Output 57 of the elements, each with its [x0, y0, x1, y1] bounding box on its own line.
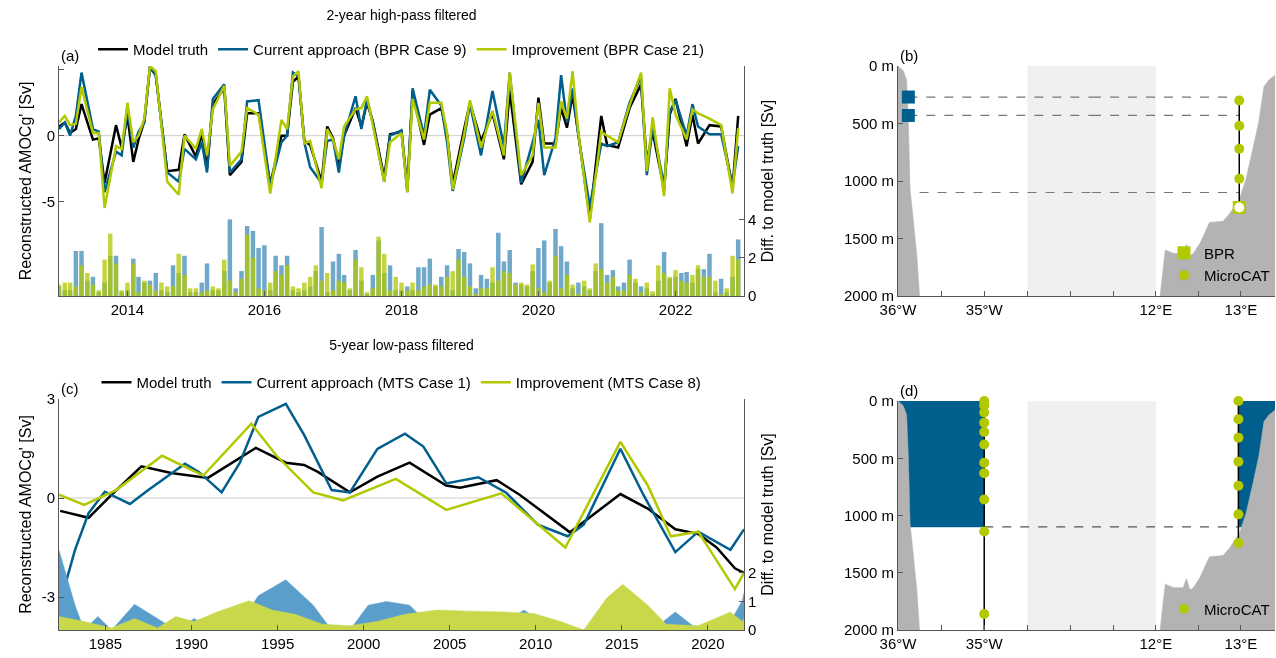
x-tick-label: 13°E [1224, 635, 1258, 652]
y-tick-label: 1500 m [843, 229, 894, 247]
y2-tick-label: 0 [748, 287, 757, 305]
x-tick-label: 1990 [174, 635, 209, 652]
text: BPR [1204, 244, 1236, 262]
y2-tick-label: 2 [748, 564, 757, 582]
x-tick-label: 12°E [1139, 301, 1173, 318]
y-tick-label: 0 m [868, 392, 894, 410]
x-tick-label: 2015 [605, 635, 639, 652]
y-axis-title: Reconstructed AMOCg' [Sv] [16, 415, 34, 614]
x-tick-label: 2020 [521, 301, 556, 318]
y-tick-label: 500 m [852, 114, 894, 132]
y-axis-title: Reconstructed AMOCg' [Sv] [16, 81, 34, 281]
x-tick-label: 2020 [691, 635, 725, 652]
y-tick-label: 500 m [852, 449, 894, 467]
text: (c) [61, 380, 79, 397]
y-tick-label: 0 [46, 126, 55, 144]
x-tick-label: 2005 [433, 635, 467, 652]
y-tick-label: -5 [41, 192, 55, 210]
text: (b) [900, 47, 919, 64]
legend-label: Model truth [136, 374, 212, 392]
x-tick-label: 2014 [110, 301, 145, 318]
x-tick-label: 2000 [346, 635, 381, 652]
x-tick-label: 2016 [247, 301, 282, 318]
legend-label: Improvement (MTS Case 8) [515, 374, 701, 392]
y-tick-label: 0 m [868, 57, 894, 75]
x-tick-label: 1995 [260, 635, 295, 652]
y2-tick-label: 2 [748, 248, 757, 266]
legend-label: MicroCAT [1204, 267, 1270, 284]
y2-tick-label: 0 [748, 621, 757, 639]
chart-title: 2-year high-pass filtered [326, 6, 477, 23]
text: (d) [900, 382, 919, 399]
y2-tick-label: 1 [748, 592, 757, 610]
y2-axis-title: Diff. to model truth [Sv] [759, 99, 777, 263]
x-tick-label: 2022 [658, 301, 693, 318]
x-tick-label: 2018 [384, 301, 419, 318]
x-tick-label: 1985 [88, 635, 123, 652]
legend-label: Current approach (BPR Case 9) [253, 41, 467, 59]
y2-tick-label: 4 [748, 210, 757, 228]
y-tick-label: 1000 m [843, 172, 894, 190]
x-tick-label: 2010 [519, 635, 553, 652]
x-tick-label: 35°W [965, 635, 1004, 652]
y-tick-label: 1500 m [843, 564, 894, 581]
legend-label: Current approach (MTS Case 1) [256, 374, 471, 392]
legend-label: Model truth [133, 41, 209, 59]
legend-label: Improvement (BPR Case 21) [511, 41, 705, 59]
x-tick-label: 13°E [1224, 301, 1258, 318]
chart-title: 5-year low-pass filtered [329, 336, 474, 353]
x-tick-label: 35°W [965, 301, 1004, 318]
y-tick-label: 0 [46, 489, 55, 507]
text: (a) [61, 47, 80, 64]
y-tick-label: 1000 m [843, 506, 894, 524]
y-tick-label: 3 [46, 390, 55, 408]
legend-label: MicroCAT [1204, 600, 1270, 618]
y-tick-label: -3 [41, 588, 55, 606]
x-tick-label: 12°E [1139, 635, 1173, 652]
y2-axis-title: Diff. to model truth [Sv] [759, 433, 777, 596]
